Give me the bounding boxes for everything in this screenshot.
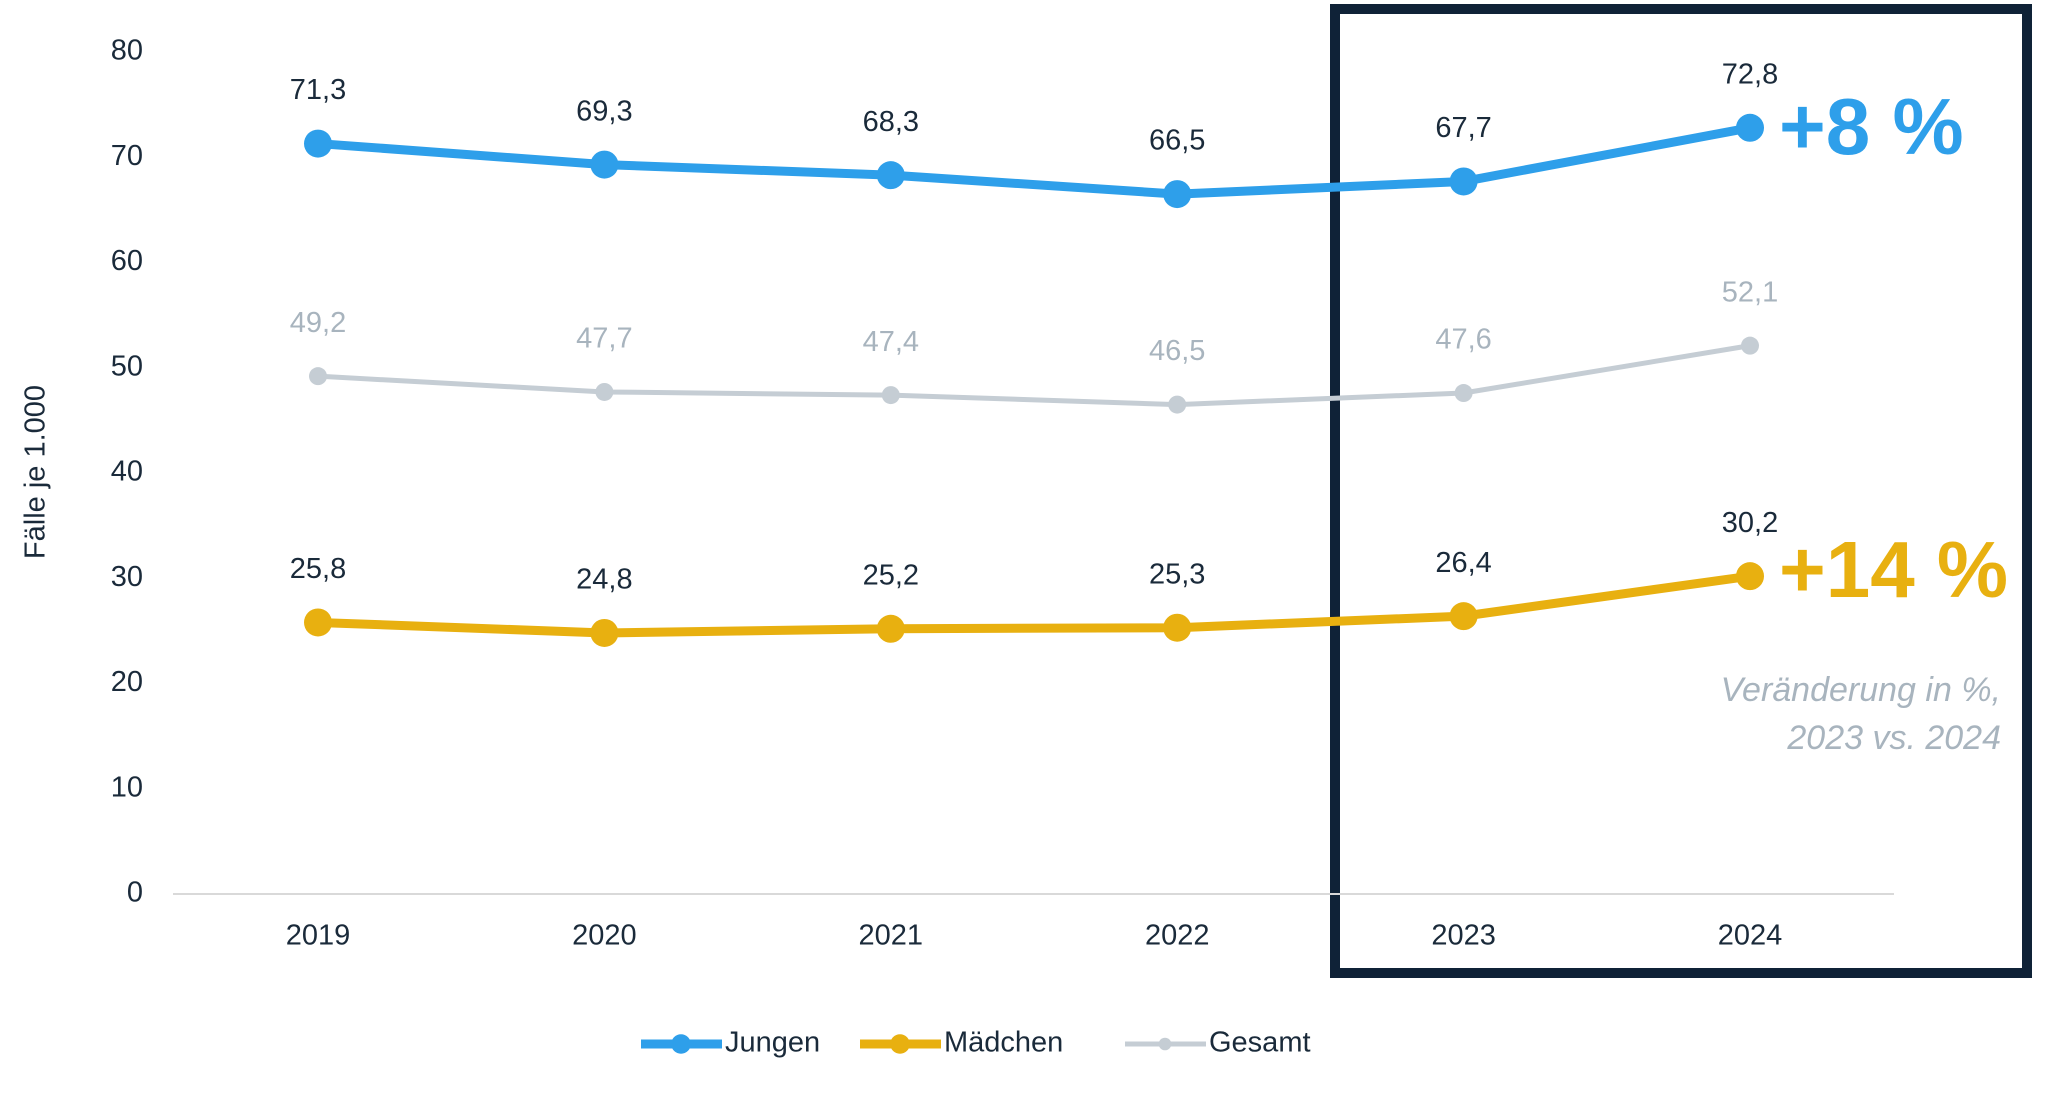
- value-label: 24,8: [576, 564, 632, 596]
- point: [1449, 602, 1478, 631]
- legend-marker: [1158, 1037, 1172, 1051]
- point: [304, 608, 332, 637]
- value-label: 71,3: [290, 74, 346, 106]
- point: [1168, 395, 1187, 414]
- x-tick-label: 2023: [1431, 920, 1496, 952]
- series-line: [317, 343, 1751, 408]
- value-label: 66,5: [1149, 125, 1205, 157]
- point: [876, 161, 905, 190]
- value-label: 30,2: [1722, 507, 1778, 539]
- value-label: 47,4: [863, 326, 919, 358]
- point: [309, 367, 327, 386]
- y-tick-label: 70: [111, 140, 143, 172]
- legend-label: Jungen: [725, 1027, 820, 1059]
- legend-label: Mädchen: [944, 1027, 1063, 1059]
- y-tick-label: 60: [111, 245, 143, 277]
- legend-marker: [671, 1034, 691, 1054]
- point: [881, 386, 900, 405]
- x-tick-label: 2020: [572, 920, 637, 952]
- highlight-box: [1330, 4, 2032, 978]
- value-label: 68,3: [863, 106, 919, 138]
- value-label: 47,7: [576, 323, 632, 355]
- point: [1736, 562, 1764, 591]
- y-tick-label: 20: [111, 666, 143, 698]
- x-tick-label: 2022: [1145, 920, 1210, 952]
- x-tick-label: 2024: [1718, 920, 1783, 952]
- value-label: 67,7: [1435, 112, 1491, 144]
- value-label: 72,8: [1722, 58, 1778, 90]
- y-tick-label: 40: [111, 456, 143, 488]
- x-tick-label: 2019: [286, 920, 351, 952]
- point: [1736, 113, 1764, 142]
- value-label: 47,6: [1435, 324, 1491, 356]
- value-label: 46,5: [1149, 335, 1205, 367]
- point: [595, 382, 614, 401]
- point: [1163, 613, 1192, 642]
- y-axis-label: Fälle je 1.000: [20, 385, 52, 559]
- point: [590, 618, 619, 647]
- point: [1163, 180, 1192, 209]
- value-label: 52,1: [1722, 276, 1778, 308]
- annotation: +14 %: [1779, 525, 2008, 614]
- point: [1449, 167, 1478, 196]
- series-line: [317, 123, 1751, 199]
- value-label: 26,4: [1435, 547, 1491, 579]
- value-label: 25,2: [863, 559, 919, 591]
- annotation: 2023 vs. 2024: [1786, 719, 2001, 757]
- value-label: 69,3: [576, 95, 632, 127]
- x-tick-label: 2021: [859, 920, 924, 952]
- annotation: +8 %: [1779, 82, 1964, 171]
- y-tick-label: 10: [111, 771, 143, 803]
- y-tick-label: 0: [127, 877, 143, 909]
- value-label: 25,3: [1149, 558, 1205, 590]
- y-tick-label: 50: [111, 350, 143, 382]
- y-tick-label: 80: [111, 35, 143, 67]
- legend-label: Gesamt: [1209, 1027, 1311, 1059]
- value-label: 25,8: [290, 553, 346, 585]
- point: [1454, 384, 1473, 403]
- y-tick-label: 30: [111, 561, 143, 593]
- series-line: [317, 571, 1751, 638]
- point: [590, 150, 619, 179]
- point: [876, 614, 905, 643]
- annotation: Veränderung in %,: [1721, 671, 2001, 709]
- point: [1741, 336, 1759, 355]
- value-label: 49,2: [290, 307, 346, 339]
- point: [304, 129, 332, 158]
- legend-marker: [890, 1034, 910, 1054]
